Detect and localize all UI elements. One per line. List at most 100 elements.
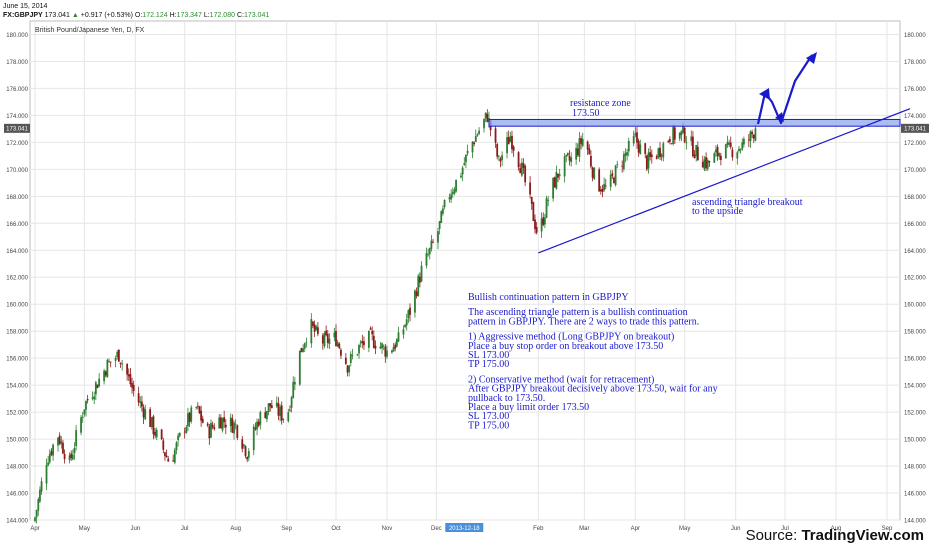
- quote-bar: FX:GBPJPY 173.041 ▲ +0.917 (+0.53%) O:17…: [3, 12, 269, 19]
- candle-body: [460, 175, 462, 178]
- candle: [254, 422, 257, 431]
- candle: [233, 420, 235, 440]
- candle: [142, 404, 145, 424]
- x-tick-label: Sep: [281, 526, 292, 532]
- candle-body: [718, 153, 721, 157]
- candle-body: [73, 448, 76, 454]
- candle: [178, 432, 181, 438]
- candle: [580, 135, 582, 150]
- candle: [501, 151, 504, 166]
- candle-body: [520, 162, 523, 176]
- candle-body: [71, 454, 74, 460]
- candle-body: [637, 140, 640, 153]
- candle: [340, 348, 342, 359]
- candle-body: [418, 276, 421, 283]
- candle-body: [432, 241, 434, 243]
- candle: [752, 133, 755, 143]
- candle: [289, 405, 291, 412]
- candle: [751, 129, 754, 139]
- candle: [680, 130, 683, 142]
- candle: [621, 160, 624, 173]
- candle: [455, 179, 457, 193]
- candle-body: [305, 342, 308, 344]
- candle: [367, 330, 370, 353]
- candle-body: [310, 319, 313, 344]
- candle: [71, 449, 74, 461]
- candle: [705, 152, 707, 171]
- candle: [104, 370, 107, 378]
- candle: [75, 425, 78, 451]
- candle: [302, 344, 305, 353]
- candle: [534, 214, 536, 234]
- candle: [219, 414, 222, 429]
- candle: [418, 272, 421, 288]
- symbol-label[interactable]: FX:GBPJPY: [3, 12, 43, 19]
- candle-body: [152, 416, 155, 435]
- candle-body: [461, 167, 464, 175]
- candle-body: [678, 132, 681, 139]
- candle: [162, 437, 165, 454]
- candle: [741, 138, 744, 151]
- candle-body: [547, 200, 550, 201]
- candle: [210, 419, 212, 439]
- candle: [139, 396, 142, 409]
- candle: [634, 127, 637, 138]
- candle-body: [80, 417, 82, 433]
- candle: [532, 201, 535, 222]
- candle: [555, 165, 558, 190]
- candle: [543, 213, 546, 229]
- x-tick-label: Oct: [331, 526, 341, 532]
- candle-body: [580, 138, 582, 144]
- candle-body: [440, 211, 443, 223]
- candle-body: [326, 333, 329, 343]
- candle-body: [593, 167, 596, 179]
- candle: [672, 124, 675, 146]
- candle: [616, 160, 619, 169]
- candle-body: [302, 348, 305, 352]
- y-tick-label-right: 172.000: [904, 141, 926, 147]
- candle: [86, 395, 89, 404]
- candle: [486, 109, 489, 123]
- candle: [310, 313, 313, 348]
- candle: [108, 358, 110, 363]
- candle: [405, 313, 408, 331]
- candle: [499, 156, 502, 168]
- candle-body: [747, 139, 750, 141]
- candle-body: [696, 146, 699, 161]
- candle: [484, 112, 487, 123]
- candle-body: [693, 154, 696, 158]
- candle: [417, 273, 420, 297]
- candle-body: [266, 411, 268, 420]
- candle-body: [540, 218, 543, 232]
- candle-body: [673, 127, 676, 140]
- y-tick-label-right: 174.000: [904, 114, 926, 120]
- candle-body: [506, 137, 508, 154]
- y-tick-label-right: 180.000: [904, 33, 926, 39]
- candle-body: [369, 328, 372, 330]
- candle-body: [298, 350, 301, 385]
- candle-body: [108, 361, 110, 363]
- candle-body: [522, 163, 525, 168]
- candle-body: [517, 152, 520, 168]
- candle-body: [683, 127, 686, 143]
- candle: [121, 359, 124, 371]
- candle-body: [501, 155, 504, 160]
- candle-body: [349, 353, 352, 363]
- candle-body: [552, 177, 555, 199]
- candle: [409, 303, 411, 322]
- candle-body: [340, 349, 342, 356]
- candle-body: [662, 143, 665, 158]
- candle-body: [578, 138, 581, 157]
- candle: [506, 131, 508, 159]
- candle: [175, 440, 178, 455]
- breakout-label-line1: ascending triangle breakout: [692, 197, 803, 208]
- candle-body: [581, 138, 584, 146]
- candle-body: [293, 381, 296, 385]
- candle: [483, 118, 485, 133]
- candle-body: [155, 429, 158, 438]
- candle-body: [335, 330, 337, 346]
- y-tick-label-right: 156.000: [904, 357, 926, 363]
- candle-body: [708, 161, 711, 163]
- y-tick-label-right: 162.000: [904, 276, 926, 282]
